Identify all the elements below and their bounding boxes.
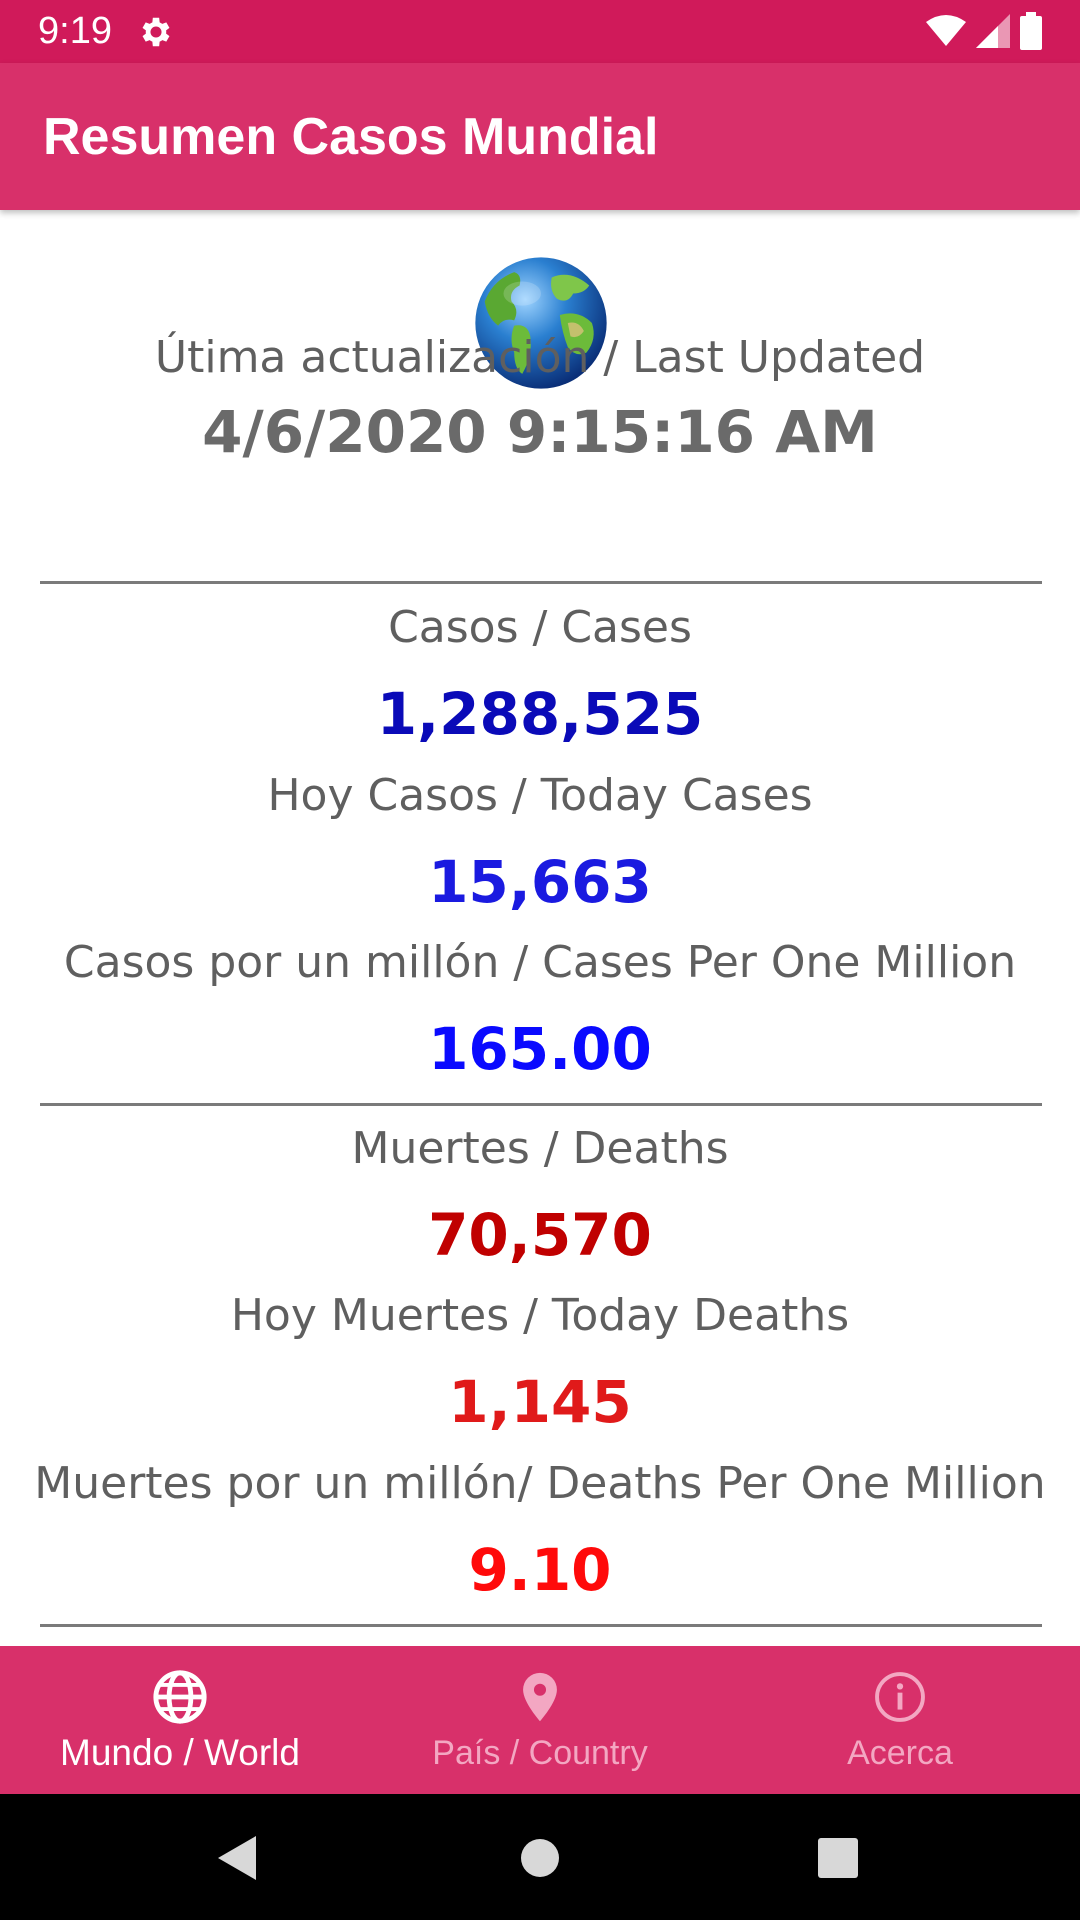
globe-icon — [475, 257, 607, 389]
nav-label-about: Acerca — [847, 1734, 953, 1772]
gear-icon — [142, 17, 170, 47]
home-icon[interactable] — [520, 1838, 560, 1878]
today-cases-value: 15,663 — [428, 848, 652, 916]
divider — [40, 1103, 1042, 1106]
deaths-label: Muertes / Deaths — [351, 1123, 729, 1174]
cases-per-million-value: 165.00 — [428, 1015, 652, 1083]
info-icon — [875, 1672, 925, 1722]
nav-item-country[interactable]: País / Country — [360, 1646, 720, 1794]
cases-per-million-label: Casos por un millón / Cases Per One Mill… — [63, 937, 1017, 988]
system-navigation-bar — [0, 1794, 1080, 1920]
status-time: 9:19 — [38, 10, 112, 52]
location-pin-icon — [523, 1672, 557, 1722]
status-bar: 9:19 — [0, 0, 1080, 63]
app-bar: Resumen Casos Mundial — [0, 63, 1080, 210]
today-deaths-label: Hoy Muertes / Today Deaths — [230, 1290, 850, 1341]
divider — [40, 1624, 1042, 1627]
deaths-value: 70,570 — [428, 1201, 652, 1269]
world-summary: Útima actualización / Last Updated 4/6/2… — [0, 210, 1080, 1646]
page-title: Resumen Casos Mundial — [43, 108, 659, 166]
globe-icon — [153, 1670, 207, 1724]
deaths-per-million-label: Muertes por un millón/ Deaths Per One Mi… — [34, 1458, 1046, 1509]
battery-icon — [1020, 12, 1042, 50]
cases-value: 1,288,525 — [376, 680, 704, 748]
today-cases-label: Hoy Casos / Today Cases — [267, 770, 813, 821]
bottom-navigation: Mundo / World País / Country Acerca — [0, 1646, 1080, 1794]
back-icon[interactable] — [216, 1834, 260, 1882]
wifi-icon — [926, 15, 966, 46]
today-deaths-value: 1,145 — [448, 1368, 632, 1436]
nav-label-country: País / Country — [432, 1734, 648, 1772]
nav-item-world[interactable]: Mundo / World — [0, 1646, 360, 1794]
deaths-per-million-value: 9.10 — [468, 1536, 612, 1604]
nav-label-world: Mundo / World — [60, 1732, 300, 1773]
nav-item-about[interactable]: Acerca — [720, 1646, 1080, 1794]
recents-icon[interactable] — [818, 1838, 858, 1878]
cases-label: Casos / Cases — [388, 602, 692, 653]
last-updated-label: Útima actualización / Last Updated — [154, 332, 926, 383]
last-updated-value: 4/6/2020 9:15:16 AM — [202, 398, 878, 466]
signal-icon — [976, 14, 1010, 48]
divider — [40, 581, 1042, 584]
